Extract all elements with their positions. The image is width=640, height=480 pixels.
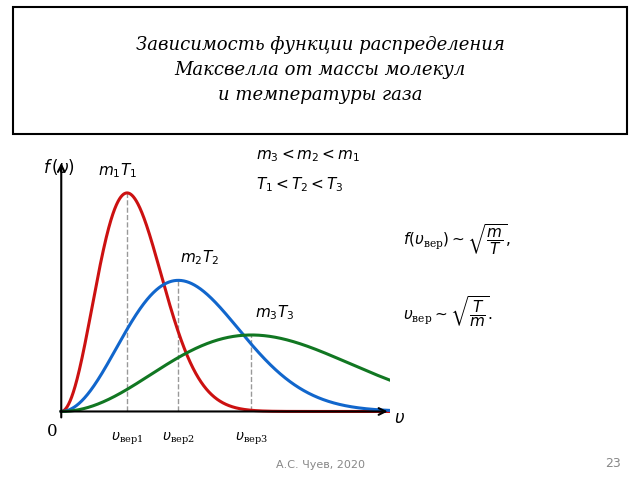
Text: А.С. Чуев, 2020: А.С. Чуев, 2020 <box>275 460 365 470</box>
Text: $T_1 < T_2 < T_3$: $T_1 < T_2 < T_3$ <box>256 176 344 194</box>
Text: $m_2T_2$: $m_2T_2$ <box>180 249 219 267</box>
Text: 23: 23 <box>605 457 621 470</box>
Text: $f(\upsilon_\mathregular{вер}) \sim \sqrt{\dfrac{m}{T}},$: $f(\upsilon_\mathregular{вер}) \sim \sqr… <box>403 223 511 257</box>
Text: $m_3 < m_2 < m_1$: $m_3 < m_2 < m_1$ <box>256 148 360 164</box>
Text: $m_1T_1$: $m_1T_1$ <box>99 161 138 180</box>
Text: $\upsilon_{\mathregular{вер2}}$: $\upsilon_{\mathregular{вер2}}$ <box>162 431 195 447</box>
Text: 0: 0 <box>47 423 58 441</box>
Text: $\upsilon_{\mathregular{вер1}}$: $\upsilon_{\mathregular{вер1}}$ <box>111 431 143 447</box>
Text: $m_3T_3$: $m_3T_3$ <box>255 303 294 322</box>
Text: $f\,(\upsilon)$: $f\,(\upsilon)$ <box>43 156 75 177</box>
Text: $\upsilon$: $\upsilon$ <box>394 409 405 427</box>
Text: Зависимость функции распределения
Максвелла от массы молекул
и температуры газа: Зависимость функции распределения Максве… <box>136 36 504 104</box>
Text: $\upsilon_{\mathregular{вер3}}$: $\upsilon_{\mathregular{вер3}}$ <box>235 431 268 447</box>
Text: $\upsilon_\mathregular{вер} \sim \sqrt{\dfrac{T}{m}}.$: $\upsilon_\mathregular{вер} \sim \sqrt{\… <box>403 295 493 329</box>
